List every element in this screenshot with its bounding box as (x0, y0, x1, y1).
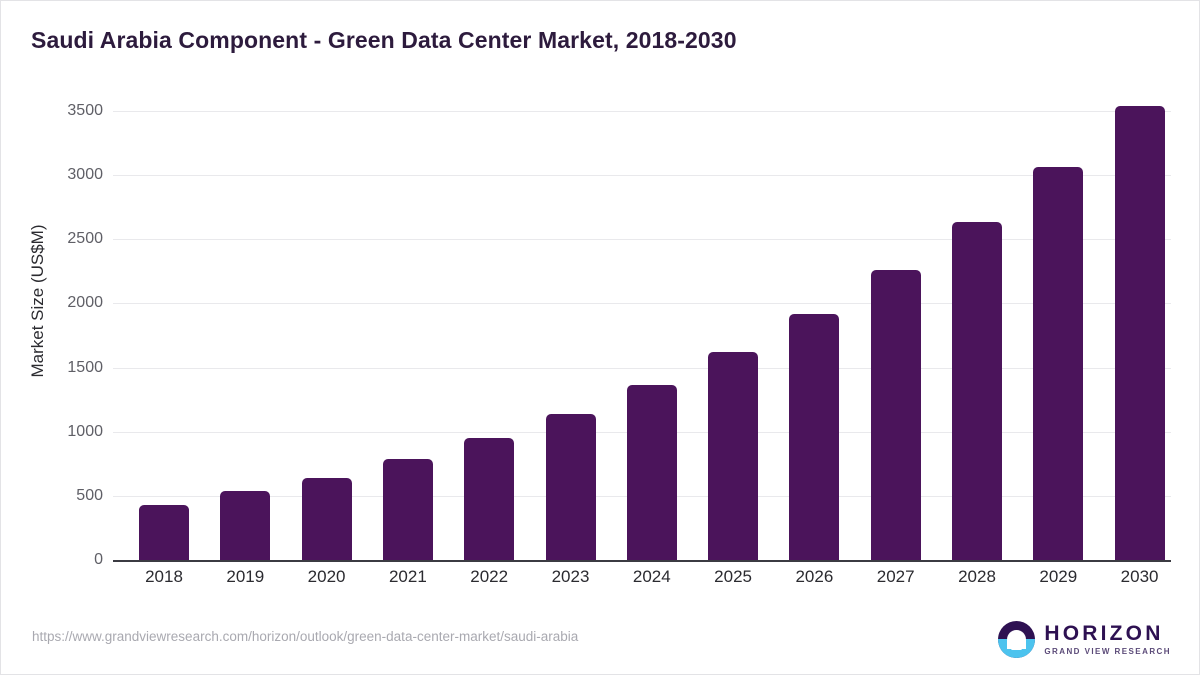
logo-line-lower (1011, 647, 1023, 650)
gridline (113, 239, 1171, 241)
horizon-logo-mark-icon (998, 620, 1036, 658)
bar[interactable] (708, 351, 759, 560)
bar[interactable] (870, 270, 921, 560)
x-axis-line (113, 560, 1171, 562)
x-tick-label: 2021 (388, 567, 427, 586)
bar[interactable] (952, 221, 1002, 560)
y-tick-label: 2000 (67, 294, 103, 312)
x-tick-label: 2029 (1039, 567, 1078, 586)
gridline (113, 111, 1171, 112)
source-url[interactable]: https://www.grandviewresearch.com/horizo… (32, 629, 579, 644)
x-tick-label: 2025 (714, 567, 752, 586)
logo-text: HORIZON GRAND VIEW RESEARCH (1044, 623, 1171, 656)
x-tick-label: 2024 (632, 567, 671, 586)
bar[interactable] (1033, 166, 1084, 560)
x-tick-label: 2019 (226, 567, 265, 586)
x-tick-label: 2026 (795, 567, 834, 586)
bar[interactable] (626, 384, 677, 560)
x-tick-label: 2022 (470, 567, 509, 586)
bar[interactable] (1114, 105, 1165, 560)
bar[interactable] (464, 437, 515, 560)
y-tick-label: 3500 (67, 102, 103, 119)
x-tick-label: 2020 (307, 567, 346, 586)
y-tick-label: 500 (76, 486, 103, 504)
bar[interactable] (139, 504, 189, 560)
y-tick-label: 1000 (67, 422, 103, 440)
bar[interactable] (789, 313, 840, 560)
page-title: Saudi Arabia Component - Green Data Cent… (31, 27, 737, 53)
logo-line-upper (1008, 642, 1026, 646)
gridline (113, 303, 1171, 305)
bar[interactable] (545, 413, 596, 560)
gridline (113, 175, 1171, 177)
x-tick-label: 2018 (145, 567, 183, 586)
bar-series (113, 105, 1171, 560)
logo-wordmark: HORIZON (1044, 621, 1164, 645)
x-tick-label: 2030 (1120, 567, 1159, 586)
y-axis-tick-labels: 0 500 1000 1500 2000 2500 3000 3500 (41, 102, 103, 568)
y-tick-label: 0 (94, 551, 103, 568)
x-tick-label: 2027 (876, 567, 915, 586)
logo-tagline: GRAND VIEW RESEARCH (1044, 646, 1171, 656)
bar[interactable] (220, 491, 271, 560)
x-axis-tick-labels: 2018 2019 2020 2021 2022 2023 2024 2025 2026 2027… (113, 567, 1171, 597)
horizon-logo: HORIZON GRAND VIEW RESEARCH (998, 619, 1171, 659)
x-tick-label: 2023 (551, 567, 590, 586)
x-tick-label: 2028 (958, 567, 996, 586)
y-tick-label: 1500 (67, 358, 103, 376)
gridline (113, 367, 1171, 369)
bar[interactable] (301, 477, 352, 560)
y-tick-label: 2500 (67, 230, 103, 248)
bar[interactable] (382, 458, 433, 560)
y-tick-label: 3000 (67, 166, 103, 184)
